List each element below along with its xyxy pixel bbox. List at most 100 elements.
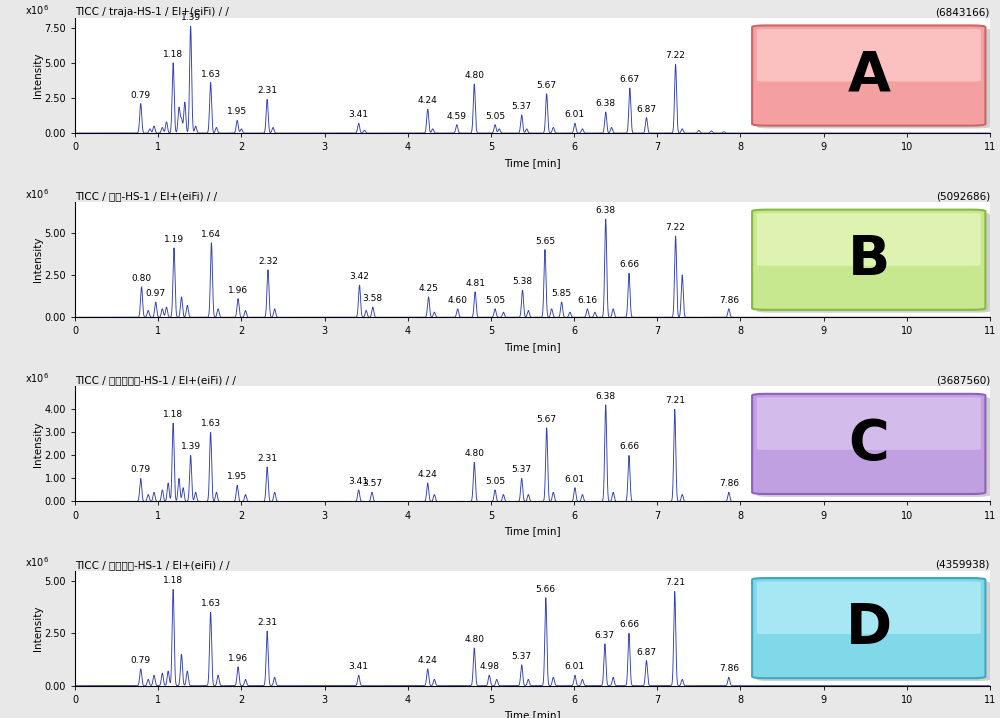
Text: 4.98: 4.98 [479, 662, 499, 671]
Text: 6.87: 6.87 [636, 105, 657, 113]
FancyBboxPatch shape [757, 28, 990, 129]
Text: 1.96: 1.96 [228, 286, 248, 294]
Text: 0.97: 0.97 [146, 289, 166, 298]
Text: 4.24: 4.24 [418, 96, 438, 105]
Text: 7.22: 7.22 [666, 223, 686, 232]
Text: 6.16: 6.16 [577, 296, 597, 304]
Text: 4.25: 4.25 [419, 284, 438, 293]
FancyBboxPatch shape [757, 29, 981, 82]
Text: 4.80: 4.80 [464, 71, 484, 80]
Text: 2.31: 2.31 [257, 618, 277, 628]
Text: 0.80: 0.80 [131, 274, 152, 283]
Text: 5.67: 5.67 [537, 80, 557, 90]
FancyBboxPatch shape [752, 578, 985, 679]
FancyBboxPatch shape [757, 213, 981, 266]
Text: 1.96: 1.96 [228, 654, 248, 663]
Text: 1.39: 1.39 [181, 442, 201, 452]
Text: 1.18: 1.18 [163, 577, 183, 585]
Text: 5.05: 5.05 [485, 111, 505, 121]
Text: 4.81: 4.81 [465, 279, 485, 288]
Text: 5.05: 5.05 [485, 477, 505, 486]
Text: 7.86: 7.86 [719, 664, 739, 673]
Text: 5.37: 5.37 [512, 652, 532, 661]
Text: B: B [848, 233, 890, 286]
Text: (4359938): (4359938) [936, 560, 990, 570]
Y-axis label: Intensity: Intensity [33, 52, 43, 98]
Text: 0.79: 0.79 [131, 90, 151, 100]
Text: 2.31: 2.31 [257, 86, 277, 95]
Text: 7.86: 7.86 [719, 296, 739, 304]
Text: x10$^6$: x10$^6$ [25, 556, 49, 569]
Text: 2.32: 2.32 [258, 257, 278, 266]
FancyBboxPatch shape [757, 582, 981, 634]
Text: 6.01: 6.01 [565, 662, 585, 671]
Y-axis label: Intensity: Intensity [33, 421, 43, 467]
Text: 3.41: 3.41 [349, 111, 369, 119]
FancyBboxPatch shape [752, 25, 985, 126]
Text: 1.63: 1.63 [201, 600, 221, 608]
Text: 4.59: 4.59 [447, 111, 467, 121]
Text: 5.37: 5.37 [512, 465, 532, 475]
Y-axis label: Intensity: Intensity [33, 237, 43, 282]
Text: D: D [846, 601, 892, 655]
Text: 1.39: 1.39 [181, 14, 201, 22]
Text: 6.66: 6.66 [619, 442, 639, 452]
Text: C: C [848, 417, 889, 471]
Text: 3.41: 3.41 [349, 662, 369, 671]
Text: 1.18: 1.18 [163, 50, 183, 59]
Text: 4.60: 4.60 [448, 296, 468, 304]
Text: 5.66: 5.66 [536, 584, 556, 594]
Text: 1.95: 1.95 [227, 472, 247, 481]
Text: 1.64: 1.64 [201, 230, 221, 239]
Text: x10$^6$: x10$^6$ [25, 3, 49, 17]
Text: 0.79: 0.79 [131, 465, 151, 475]
Text: 5.65: 5.65 [535, 236, 555, 246]
Text: 0.79: 0.79 [131, 656, 151, 665]
Text: 1.95: 1.95 [227, 108, 247, 116]
Text: 7.21: 7.21 [665, 579, 685, 587]
Text: 6.38: 6.38 [596, 206, 616, 215]
Text: 6.01: 6.01 [565, 111, 585, 119]
FancyBboxPatch shape [757, 397, 981, 450]
Text: 3.41: 3.41 [349, 477, 369, 486]
Text: 3.58: 3.58 [363, 294, 383, 303]
Text: 5.37: 5.37 [512, 102, 532, 111]
FancyBboxPatch shape [752, 210, 985, 309]
Text: TICC / モカ-HS-1 / EI+(eiFi) / /: TICC / モカ-HS-1 / EI+(eiFi) / / [75, 192, 217, 201]
Text: 1.63: 1.63 [201, 70, 221, 78]
Text: 5.05: 5.05 [485, 296, 505, 304]
Text: 5.67: 5.67 [537, 415, 557, 424]
Text: 5.38: 5.38 [512, 277, 533, 286]
Text: 3.42: 3.42 [350, 272, 369, 281]
Text: 3.57: 3.57 [362, 479, 382, 488]
Text: x10$^6$: x10$^6$ [25, 371, 49, 385]
FancyBboxPatch shape [757, 213, 990, 312]
FancyBboxPatch shape [752, 394, 985, 494]
Text: x10$^6$: x10$^6$ [25, 187, 49, 201]
FancyBboxPatch shape [757, 581, 990, 681]
Text: 1.19: 1.19 [164, 235, 184, 244]
Text: 5.85: 5.85 [552, 289, 572, 298]
Text: TICC / traja-HS-1 / EI+(eiFi) / /: TICC / traja-HS-1 / EI+(eiFi) / / [75, 7, 229, 17]
X-axis label: Time [min]: Time [min] [504, 710, 561, 718]
Text: 6.67: 6.67 [620, 75, 640, 84]
Text: 1.63: 1.63 [201, 419, 221, 429]
X-axis label: Time [min]: Time [min] [504, 158, 561, 168]
Text: TICC / グアテマラ-HS-1 / EI+(eiFi) / /: TICC / グアテマラ-HS-1 / EI+(eiFi) / / [75, 376, 236, 386]
Text: 4.24: 4.24 [418, 470, 438, 479]
Text: 6.66: 6.66 [619, 620, 639, 630]
Text: TICC / ブラジル-HS-1 / EI+(eiFi) / /: TICC / ブラジル-HS-1 / EI+(eiFi) / / [75, 560, 230, 570]
X-axis label: Time [min]: Time [min] [504, 526, 561, 536]
Text: 6.01: 6.01 [565, 475, 585, 484]
Text: 6.38: 6.38 [596, 392, 616, 401]
Text: 2.31: 2.31 [257, 454, 277, 463]
Text: (6843166): (6843166) [936, 7, 990, 17]
Y-axis label: Intensity: Intensity [33, 605, 43, 651]
Text: (3687560): (3687560) [936, 376, 990, 386]
Text: 6.37: 6.37 [595, 631, 615, 640]
Text: 4.80: 4.80 [464, 449, 484, 458]
X-axis label: Time [min]: Time [min] [504, 342, 561, 352]
Text: 7.22: 7.22 [666, 51, 686, 60]
Text: 6.66: 6.66 [619, 260, 639, 269]
Text: 1.18: 1.18 [163, 410, 183, 419]
